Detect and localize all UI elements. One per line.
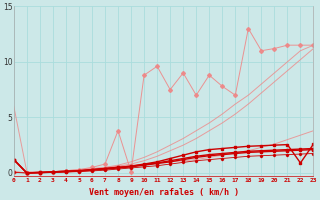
X-axis label: Vent moyen/en rafales ( km/h ): Vent moyen/en rafales ( km/h ) <box>89 188 239 197</box>
